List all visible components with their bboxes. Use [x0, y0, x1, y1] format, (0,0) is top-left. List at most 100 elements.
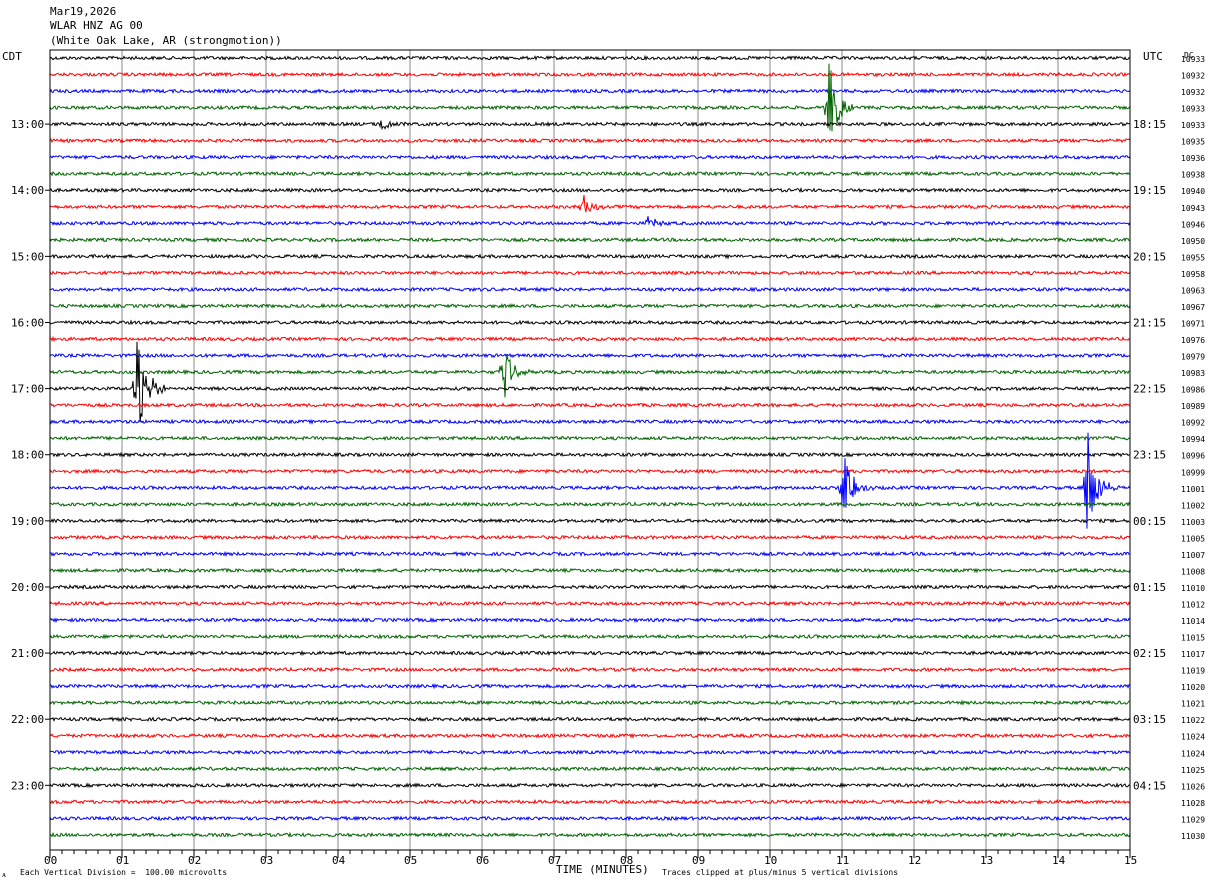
seismic-trace [49, 216, 1131, 228]
seismic-trace [49, 170, 1131, 177]
x-tick-label: 01 [116, 854, 129, 867]
right-hour-label: 22:15 [1133, 383, 1166, 396]
seismic-trace [49, 154, 1131, 161]
dc-offset-label: 11002 [1181, 501, 1205, 510]
footer-marker: ᴀ [2, 870, 7, 879]
x-tick-label: 06 [476, 854, 489, 867]
dc-offset-label: 10989 [1181, 402, 1205, 411]
plot-frame [49, 49, 1131, 851]
dc-offset-label: 10946 [1181, 220, 1205, 229]
x-tick-label: 03 [260, 854, 273, 867]
seismic-trace [49, 468, 1131, 475]
dc-offset-label: 11024 [1181, 749, 1205, 758]
seismic-trace [49, 567, 1131, 574]
dc-offset-label: 11029 [1181, 815, 1205, 824]
seismic-trace [49, 650, 1131, 657]
dc-offset-label: 11024 [1181, 733, 1205, 742]
x-tick-label: 15 [1124, 854, 1137, 867]
x-tick-label: 02 [188, 854, 201, 867]
seismic-trace [49, 699, 1130, 706]
seismic-trace [49, 354, 1131, 398]
dc-offset-label: 10963 [1181, 286, 1205, 295]
dc-offset-label: 11026 [1181, 782, 1205, 791]
seismic-trace [49, 451, 1131, 458]
left-hour-label: 14:00 [11, 184, 44, 197]
seismic-trace [49, 432, 1131, 529]
dc-offset-label: 10967 [1181, 303, 1205, 312]
dc-offset-label: 11001 [1181, 485, 1205, 494]
dc-offset-label: 10943 [1181, 204, 1205, 213]
seismic-trace [49, 534, 1131, 541]
left-hour-label: 19:00 [11, 515, 44, 528]
right-timezone-label: UTC [1143, 50, 1163, 63]
dc-offset-label: 10955 [1181, 253, 1205, 262]
dc-offset-label: 11003 [1181, 518, 1205, 527]
seismic-trace [49, 749, 1131, 756]
right-hour-label: 04:15 [1133, 779, 1166, 792]
dc-offset-label: 11007 [1181, 551, 1205, 560]
seismic-trace [49, 71, 1131, 78]
seismic-trace [49, 236, 1131, 243]
dc-offset-label: 11022 [1181, 716, 1205, 725]
left-hour-label: 22:00 [11, 713, 44, 726]
dc-offset-label: 10979 [1181, 353, 1205, 362]
left-hour-label: 17:00 [11, 383, 44, 396]
dc-offset-label: 11014 [1181, 617, 1205, 626]
x-axis-title: TIME (MINUTES) [556, 863, 649, 876]
dc-offset-label: 11017 [1181, 650, 1205, 659]
right-hour-label: 01:15 [1133, 581, 1166, 594]
dc-offset-label: 10932 [1181, 88, 1205, 97]
dc-offset-label: 10999 [1181, 468, 1205, 477]
header-station: WLAR HNZ AG 00 [50, 19, 143, 32]
seismic-trace [49, 186, 1131, 194]
seismic-trace [49, 63, 1131, 132]
x-tick-label: 04 [332, 854, 346, 867]
seismic-trace [49, 600, 1131, 607]
right-hour-label: 20:15 [1133, 250, 1166, 263]
x-tick-label: 00 [44, 854, 57, 867]
time-grid [121, 50, 1059, 850]
x-tick-label: 07 [548, 854, 561, 867]
dc-offset-label: 11028 [1181, 799, 1205, 808]
seismic-trace [49, 435, 1131, 442]
dc-offset-label: 10950 [1181, 237, 1205, 246]
dc-offset-label: 10976 [1181, 336, 1205, 345]
seismic-trace [50, 517, 1130, 525]
x-tick-label: 10 [764, 854, 777, 867]
header-location: (White Oak Lake, AR (strongmotion)) [50, 34, 282, 47]
dc-header-label: DC [1184, 51, 1194, 60]
x-tick-label: 05 [404, 854, 417, 867]
x-tick-label: 13 [980, 854, 993, 867]
dc-offset-label: 10938 [1181, 171, 1205, 180]
dc-offset-label: 10935 [1181, 138, 1205, 147]
dc-offset-label: 10983 [1181, 369, 1205, 378]
left-hour-label: 13:00 [11, 118, 44, 131]
seismic-trace [49, 782, 1131, 789]
right-hour-label: 19:15 [1133, 184, 1166, 197]
x-tick-label: 08 [620, 854, 633, 867]
seismic-trace [49, 402, 1131, 409]
dc-offset-label: 11021 [1181, 700, 1205, 709]
dc-offset-label: 10992 [1181, 419, 1205, 428]
seismic-trace [49, 88, 1131, 95]
seismic-trace [49, 584, 1131, 591]
plot-axes: 00 01 02 03 04 05 06 07 08 09 10 11 12 13 14 15 10933 109… [11, 49, 1205, 867]
dc-offset-label: 10932 [1181, 72, 1205, 81]
dc-offset-label: 10933 [1181, 105, 1205, 114]
seismic-trace [49, 352, 1131, 359]
left-hour-label: 15:00 [11, 250, 44, 263]
dc-offset-label: 10994 [1181, 435, 1205, 444]
right-hour-label: 02:15 [1133, 647, 1166, 660]
dc-offset-label: 11030 [1181, 832, 1205, 841]
x-tick-label: 11 [836, 854, 849, 867]
dc-offset-label: 11005 [1181, 534, 1205, 543]
seismic-trace [49, 269, 1131, 276]
seismic-trace [49, 815, 1131, 822]
dc-offset-label: 11010 [1181, 584, 1205, 593]
left-hour-label: 18:00 [11, 449, 44, 462]
trace-group [49, 54, 1131, 839]
seismic-trace [49, 831, 1131, 839]
right-hour-label: 23:15 [1133, 449, 1166, 462]
left-timezone-label: CDT [2, 50, 22, 63]
